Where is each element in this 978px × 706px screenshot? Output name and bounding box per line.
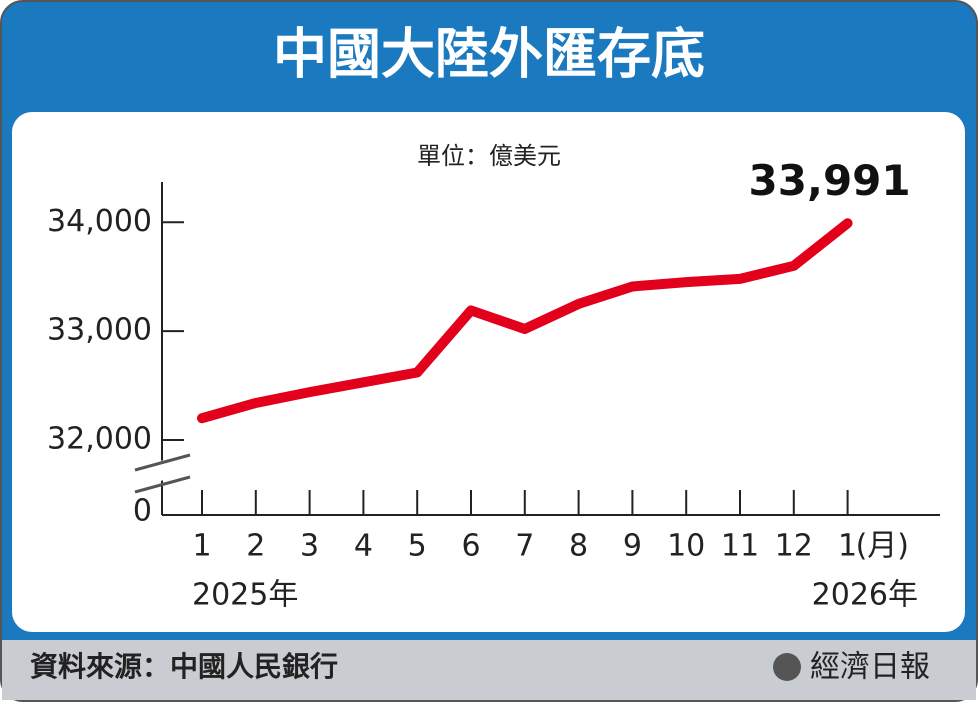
chart-title: 中國大陸外匯存底 [273, 23, 705, 86]
x-tick-label: 12 [775, 529, 813, 564]
unit-label: 單位：億美元 [417, 142, 561, 170]
x-tick-label: 2 [246, 529, 265, 564]
x-tick-label: 8 [569, 529, 588, 564]
y-tick-label: 33,000 [47, 313, 152, 348]
value-label: 33,991 [749, 156, 911, 205]
break-mark [134, 453, 191, 472]
footer-band [2, 640, 976, 700]
x-tick-label: 3 [300, 529, 319, 564]
year-label: 2026年 [812, 578, 918, 613]
break-mark [134, 475, 191, 494]
y-tick-label: 0 [133, 494, 152, 529]
x-tick-label: 1 [838, 529, 857, 564]
x-tick-label: 1 [192, 529, 211, 564]
logo-icon [773, 653, 801, 681]
x-tick-label: 5 [408, 529, 427, 564]
y-tick-label: 32,000 [47, 422, 152, 457]
x-unit: (月) [856, 529, 909, 564]
x-tick-label: 10 [667, 529, 705, 564]
year-label: 2025年 [192, 578, 298, 613]
source: 資料來源：中國人民銀行 [30, 650, 338, 683]
panel [12, 112, 965, 632]
publisher: 經濟日報 [810, 650, 930, 685]
x-tick-label: 6 [461, 529, 480, 564]
x-tick-label: 4 [354, 529, 373, 564]
x-tick-label: 11 [721, 529, 759, 564]
data-line [197, 218, 853, 424]
axis-break [130, 453, 191, 494]
y-tick-label: 34,000 [47, 204, 152, 239]
break-gap [130, 453, 190, 490]
x-tick-label: 7 [515, 529, 534, 564]
x-tick-label: 9 [623, 529, 642, 564]
